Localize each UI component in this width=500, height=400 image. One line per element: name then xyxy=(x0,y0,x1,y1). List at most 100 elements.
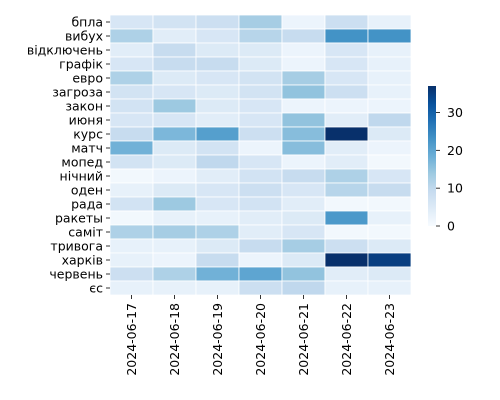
heatmap-cell xyxy=(195,112,240,128)
heatmap-cell xyxy=(281,210,326,226)
heatmap-cell xyxy=(238,196,283,212)
heatmap-cell xyxy=(324,252,369,268)
heatmap-cell xyxy=(281,70,326,86)
heatmap-cell xyxy=(109,196,154,212)
heatmap-cell xyxy=(324,280,369,296)
heatmap-cell xyxy=(324,84,369,100)
y-tick-labels: бплавибухвідключеньграфікеврозагрозазако… xyxy=(27,15,110,296)
heatmap-cell xyxy=(281,196,326,212)
heatmap-cell xyxy=(238,182,283,198)
heatmap-cell xyxy=(152,196,197,212)
colorbar-tick-label: 10 xyxy=(447,181,463,196)
heatmap-cell xyxy=(367,140,412,156)
heatmap-cell xyxy=(152,252,197,268)
y-tick-label: курс xyxy=(73,127,103,142)
y-tick-label: оден xyxy=(71,183,103,198)
heatmap-cell xyxy=(281,140,326,156)
heatmap-cell xyxy=(367,70,412,86)
heatmap-cell xyxy=(367,28,412,44)
heatmap-cell xyxy=(109,238,154,254)
heatmap-cell xyxy=(324,266,369,282)
heatmap-cell xyxy=(195,168,240,184)
heatmap-cell xyxy=(195,196,240,212)
heatmap-cell xyxy=(281,42,326,58)
heatmap-cell xyxy=(109,126,154,142)
heatmap-cell xyxy=(195,14,240,30)
heatmap-cell xyxy=(281,238,326,254)
heatmap-cell xyxy=(324,210,369,226)
y-tick-label: июня xyxy=(69,113,103,128)
heatmap-cell xyxy=(195,28,240,44)
heatmap-cell xyxy=(367,210,412,226)
heatmap-cell xyxy=(324,126,369,142)
heatmap-cell xyxy=(324,140,369,156)
heatmap-cell xyxy=(281,224,326,240)
heatmap-cell xyxy=(195,224,240,240)
heatmap-cell xyxy=(238,98,283,114)
y-tick-label: червень xyxy=(49,267,103,282)
heatmap-cell xyxy=(238,14,283,30)
heatmap-cell xyxy=(281,182,326,198)
x-tick-label: 2024-06-17 xyxy=(124,303,139,376)
x-tick-label: 2024-06-20 xyxy=(253,303,268,376)
colorbar-tick-label: 20 xyxy=(447,143,463,158)
heatmap-cell xyxy=(152,42,197,58)
y-tick-label: саміт xyxy=(68,225,103,240)
y-tick-label: ракеты xyxy=(55,211,103,226)
heatmap-cell xyxy=(324,98,369,114)
heatmap-cell xyxy=(367,112,412,128)
y-tick-label: закон xyxy=(65,99,103,114)
heatmap-cell xyxy=(152,14,197,30)
heatmap-cell xyxy=(109,252,154,268)
heatmap-cell xyxy=(238,70,283,86)
y-tick-label: матч xyxy=(71,141,103,156)
heatmap-cell xyxy=(281,252,326,268)
heatmap-cell xyxy=(238,266,283,282)
heatmap-cell xyxy=(109,42,154,58)
heatmap-cell xyxy=(367,42,412,58)
heatmap-cell xyxy=(152,70,197,86)
y-tick-label: евро xyxy=(72,71,103,86)
heatmap-cell xyxy=(324,154,369,170)
heatmap-cell xyxy=(152,28,197,44)
heatmap-cell xyxy=(367,238,412,254)
heatmap-cell xyxy=(109,168,154,184)
heatmap-cell xyxy=(324,196,369,212)
heatmap-cell xyxy=(367,224,412,240)
heatmap-cell xyxy=(195,238,240,254)
heatmap-cell xyxy=(281,266,326,282)
y-tick-label: тривога xyxy=(50,239,103,254)
heatmap-cell xyxy=(152,280,197,296)
heatmap-cell xyxy=(109,98,154,114)
heatmap-cell xyxy=(367,56,412,72)
y-tick-label: харків xyxy=(62,253,103,268)
heatmap-cell xyxy=(238,210,283,226)
heatmap-cell xyxy=(109,140,154,156)
heatmap-cell xyxy=(324,56,369,72)
heatmap-cell xyxy=(109,210,154,226)
heatmap-cell xyxy=(324,112,369,128)
heatmap-cell xyxy=(152,98,197,114)
heatmap-cell xyxy=(238,56,283,72)
heatmap-cell xyxy=(281,84,326,100)
heatmap-cell xyxy=(238,42,283,58)
y-tick-label: вибух xyxy=(65,29,103,44)
heatmap-cell xyxy=(324,168,369,184)
heatmap-cell xyxy=(281,56,326,72)
heatmap-cell xyxy=(367,154,412,170)
y-tick-label: бпла xyxy=(71,15,103,30)
heatmap-cell xyxy=(324,182,369,198)
heatmap-cell xyxy=(195,56,240,72)
y-tick-label: графік xyxy=(59,57,103,72)
heatmap-cell xyxy=(281,98,326,114)
heatmap-cell xyxy=(109,112,154,128)
heatmap-cell xyxy=(152,140,197,156)
heatmap-cell xyxy=(152,126,197,142)
heatmap-cell xyxy=(238,140,283,156)
heatmap-cell xyxy=(238,238,283,254)
heatmap-cell xyxy=(238,168,283,184)
heatmap-cell xyxy=(281,126,326,142)
heatmap-cell xyxy=(238,84,283,100)
heatmap-cell xyxy=(195,154,240,170)
